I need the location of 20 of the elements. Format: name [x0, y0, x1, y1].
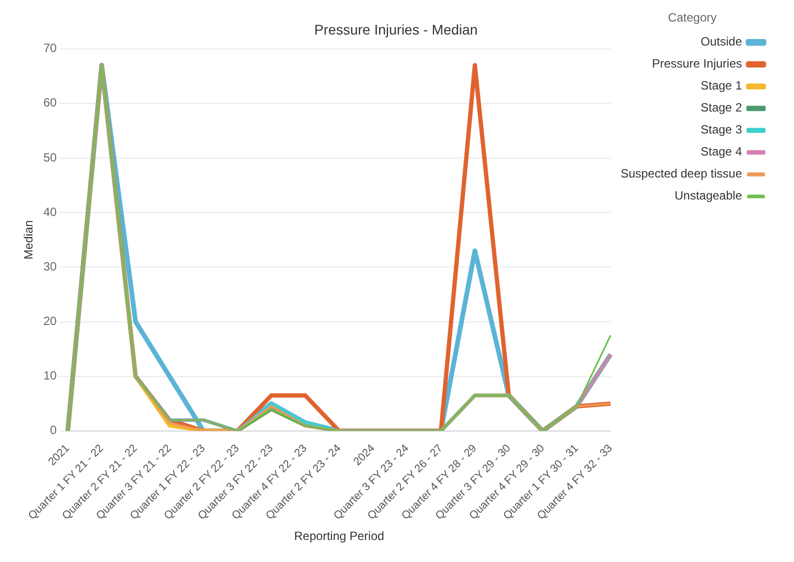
legend-title: Category: [668, 10, 717, 24]
y-tick-label: 0: [50, 423, 58, 438]
legend-label: Pressure Injuries: [652, 56, 742, 71]
legend-label: Stage 1: [700, 78, 742, 93]
y-axis-title: Median: [22, 220, 36, 260]
chart-title: Pressure Injuries - Median: [314, 21, 478, 38]
legend-label: Unstageable: [674, 188, 742, 203]
y-tick-label: 70: [43, 41, 58, 56]
y-tick-label: 10: [43, 368, 58, 383]
legend-label: Suspected deep tissue: [620, 166, 742, 181]
y-tick-label: 50: [43, 150, 58, 164]
y-tick-label: 20: [43, 314, 58, 328]
legend-label: Stage 3: [700, 122, 742, 137]
x-axis-title: Reporting Period: [294, 529, 384, 544]
legend-label: Stage 2: [700, 100, 742, 115]
y-tick-label: 30: [43, 259, 58, 274]
legend-label: Stage 4: [700, 144, 742, 159]
legend-label: Outside: [700, 34, 742, 49]
y-tick-label: 60: [43, 96, 58, 110]
y-tick-label: 40: [43, 204, 58, 219]
